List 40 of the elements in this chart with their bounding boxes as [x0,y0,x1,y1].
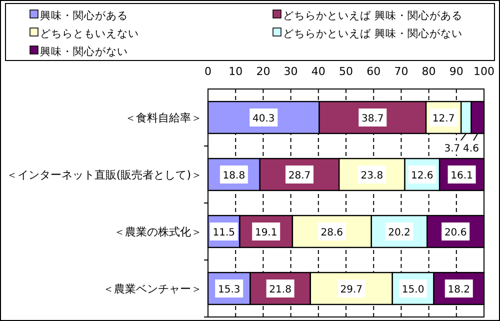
data-label: 20.2 [388,228,410,238]
x-tick-label: 90 [449,65,464,78]
x-tick-label: 60 [366,65,381,78]
x-tick-label: 10 [228,65,243,78]
data-label: 3.7 [444,143,460,154]
data-label: 29.7 [340,284,363,296]
legend-label: どちらともいえない [40,28,139,40]
data-label: 4.6 [463,143,479,154]
y-tick-label: ＜農業ベンチャー＞ [103,282,202,296]
data-label: 28.7 [288,170,311,182]
data-label: 11.5 [212,228,236,238]
data-label: 19.1 [254,228,278,238]
x-tick-label: 50 [339,65,353,78]
data-label: 16.1 [450,170,473,182]
y-tick-label: ＜食料自給率＞ [125,112,202,124]
data-label: 18.8 [222,170,246,182]
x-tick-label: 0 [204,65,212,78]
data-label: 38.7 [362,114,384,124]
x-tick-label: 100 [474,65,494,78]
data-label: 28.6 [320,228,344,238]
x-tick-label: 70 [394,65,408,78]
data-label: 40.3 [252,114,275,124]
data-label: 15.3 [218,284,240,296]
data-label: 18.2 [448,284,470,296]
legend-label: 興味・関心がある [40,9,128,22]
y-tick-label: ＜農業の株式化＞ [114,226,202,238]
data-label: 21.8 [269,284,292,296]
data-label: 15.0 [402,284,424,296]
x-tick-label: 20 [256,65,270,78]
x-tick-label: 30 [284,65,298,78]
data-label: 23.8 [360,170,384,182]
legend-label: どちらかといえば 興味・関心がある [283,9,462,22]
x-tick-label: 80 [422,65,436,78]
data-label: 20.6 [444,228,467,238]
legend-label: どちらかといえば 興味・関心がない [283,27,462,40]
x-tick-label: 40 [311,65,326,78]
legend-label: 興味・関心がない [40,45,128,58]
data-label: 12.7 [432,114,455,124]
y-tick-label: ＜インターネット直販(販売者として)＞ [6,168,202,182]
data-label: 12.6 [411,170,434,182]
